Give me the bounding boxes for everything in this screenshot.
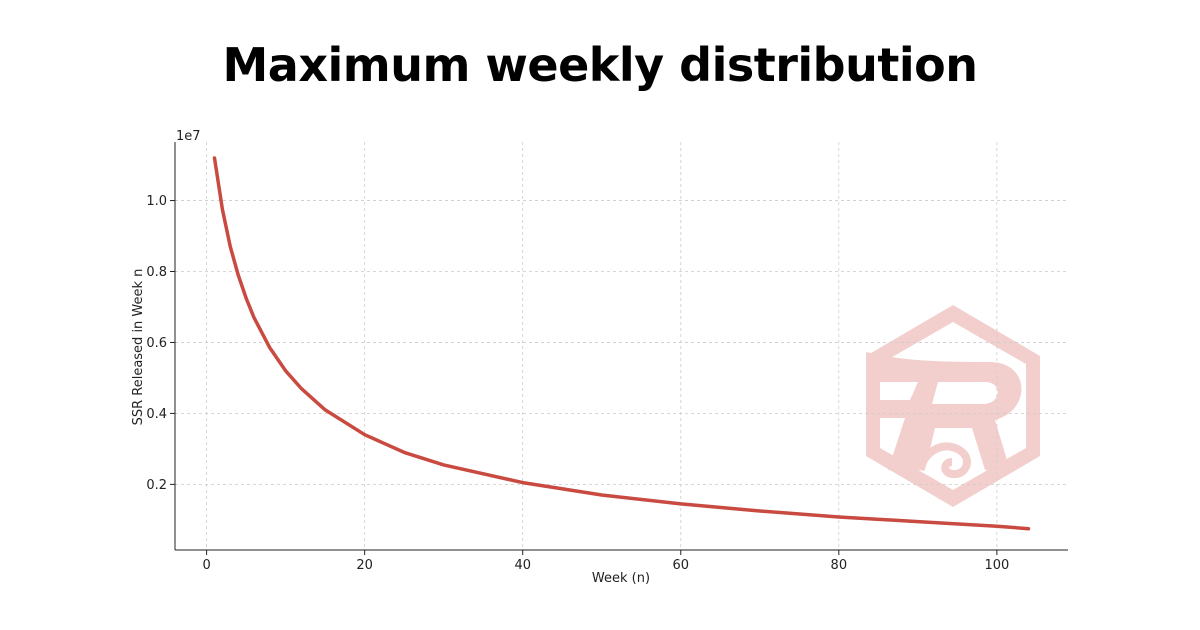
y-tick-label: 0.6 [146,336,167,351]
x-tick-label: 60 [672,558,689,573]
x-tick-label: 80 [831,558,848,573]
x-tick-label: 20 [356,558,373,573]
y-axis-label: SSR Released in Week n [131,269,146,426]
y-tick-label: 0.2 [146,478,167,493]
y-offset-label: 1e7 [176,129,201,144]
x-tick-label: 0 [202,558,210,573]
grid [175,142,1068,550]
chart-title: Maximum weekly distribution [222,38,978,92]
x-tick-label: 100 [984,558,1009,573]
r-hexagon-logo-icon [866,305,1040,507]
ticks: 0 20 40 60 80 100 0.2 0.4 0.6 0.8 1.0 [146,194,1009,573]
axes [174,142,1068,551]
series-line [212,156,1031,531]
y-tick-label: 0.4 [146,407,167,422]
y-tick-label: 1.0 [146,194,167,209]
x-tick-label: 40 [514,558,531,573]
y-tick-label: 0.8 [146,265,167,280]
x-axis-label: Week (n) [592,571,650,586]
